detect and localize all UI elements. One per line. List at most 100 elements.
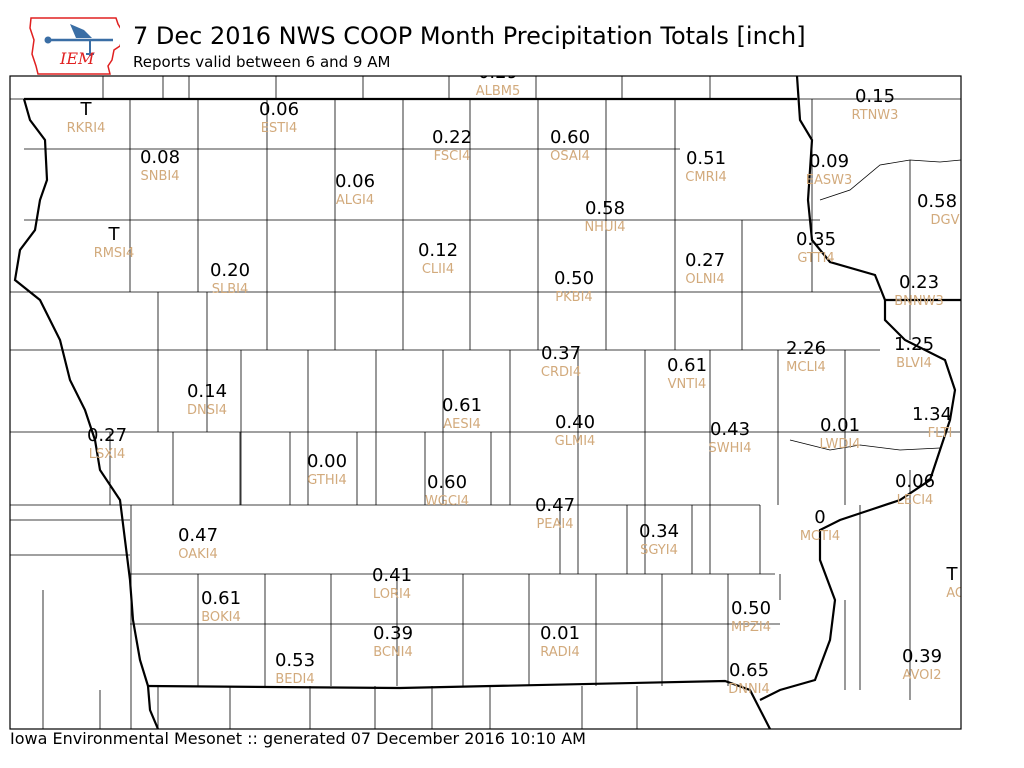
station-value: 0.14 (187, 381, 227, 402)
station-id: DGV (931, 213, 960, 228)
station-id: SLBI4 (212, 282, 249, 297)
state-border (795, 76, 961, 302)
station-value: 0 (814, 507, 825, 528)
station-id: SGYI4 (640, 543, 678, 558)
state-border (13, 98, 160, 729)
station-value: 0.65 (729, 660, 769, 681)
station-value: 0.12 (418, 240, 458, 261)
station-value: 0.29 (478, 62, 518, 83)
iem-logo: IEM (28, 16, 125, 76)
station-value: 0.61 (442, 395, 482, 416)
station-id: SWHI4 (709, 441, 752, 456)
station-id: GTTI4 (797, 251, 834, 266)
station-value: 0.60 (427, 472, 467, 493)
map-subtitle: Reports valid between 6 and 9 AM (133, 53, 391, 71)
station-id: CLII4 (422, 262, 454, 277)
station-value: 0.60 (550, 127, 590, 148)
station-value: 1.25 (894, 334, 934, 355)
station-value: 0.50 (554, 268, 594, 289)
station-value: 1.34 (912, 404, 952, 425)
station-value: 0.23 (899, 272, 939, 293)
station-value: 0.47 (178, 525, 218, 546)
county-line (789, 439, 941, 451)
station-labels: 0.29ALBM5TRKRI40.06ESTI40.08SNBI40.22FSC… (67, 62, 974, 697)
station-value: 0.06 (895, 471, 935, 492)
station-value: 0.50 (731, 598, 771, 619)
station-id: CRDI4 (541, 365, 581, 380)
station-value: 0.39 (373, 623, 413, 644)
station-value: 0.01 (820, 415, 860, 436)
station-id: CMRI4 (685, 170, 726, 185)
station-value: 0.15 (855, 86, 895, 107)
state-boundaries (13, 76, 961, 729)
station-value: 0.35 (796, 229, 836, 250)
station-id: PEAI4 (536, 517, 573, 532)
station-value: 0.47 (535, 495, 575, 516)
station-value: 0.22 (432, 127, 472, 148)
station-id: MCLI4 (786, 360, 826, 375)
county-boundaries (10, 76, 961, 729)
station-id: OSAI4 (550, 149, 590, 164)
station-value: T (946, 564, 959, 585)
station-value: 0.00 (307, 451, 347, 472)
footer-credit: Iowa Environmental Mesonet :: generated … (10, 729, 586, 748)
state-border (147, 679, 771, 729)
station-value: 0.08 (140, 147, 180, 168)
station-id: MCTI4 (800, 529, 840, 544)
station-id: MPZI4 (731, 620, 771, 635)
station-id: RKRI4 (67, 121, 106, 136)
station-id: AOA (946, 586, 974, 601)
station-id: WGCI4 (425, 494, 469, 509)
station-value: 0.61 (201, 588, 241, 609)
station-value: 0.01 (540, 623, 580, 644)
station-value: 0.53 (275, 650, 315, 671)
station-id: LECI4 (897, 493, 934, 508)
station-id: AESI4 (443, 417, 480, 432)
station-id: ALBM5 (476, 84, 521, 99)
station-id: RADI4 (540, 645, 580, 660)
station-id: FSCI4 (434, 149, 471, 164)
station-id: EASW3 (806, 173, 852, 188)
station-value: 0.58 (917, 191, 957, 212)
station-id: ESTI4 (261, 121, 298, 136)
station-id: NHUI4 (584, 220, 625, 235)
station-value: 0.27 (685, 250, 725, 271)
station-id: BEDI4 (275, 672, 314, 687)
station-value: 0.20 (210, 260, 250, 281)
logo-text: IEM (59, 49, 95, 68)
station-value: 0.41 (372, 565, 412, 586)
station-id: ALGI4 (336, 193, 374, 208)
station-value: 0.39 (902, 646, 942, 667)
station-id: AVOI2 (902, 668, 941, 683)
county-line (819, 159, 961, 201)
